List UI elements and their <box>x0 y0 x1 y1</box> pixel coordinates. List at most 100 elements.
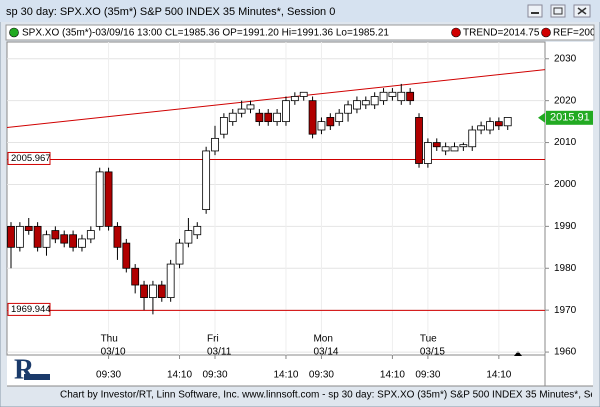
last-price-label: 2015.91 <box>550 112 590 124</box>
candle-body <box>211 137 219 152</box>
x-tick-label: 09:30 <box>415 370 440 381</box>
level-label-box <box>7 151 51 165</box>
candle-body <box>335 112 344 123</box>
candle-body <box>104 171 113 227</box>
candle-body <box>406 91 415 102</box>
candle-body <box>184 230 193 244</box>
x-tick-label: 14:10 <box>273 370 298 381</box>
last-price-box <box>546 110 593 125</box>
candle-body <box>246 104 255 110</box>
info-trend: TREND=2014.75 <box>463 28 540 39</box>
candle-body <box>237 108 246 114</box>
x-tick-label: 14:10 <box>486 370 511 381</box>
candle-body <box>7 225 15 248</box>
candle-body <box>157 284 166 298</box>
candle-body <box>486 121 494 131</box>
candle-body <box>95 171 104 227</box>
candle-body <box>388 91 397 97</box>
candle-body <box>423 142 432 164</box>
info-ref: REF=200 <box>553 28 596 39</box>
candle-body <box>308 100 317 135</box>
info-bar <box>5 24 595 41</box>
candle-body <box>397 91 406 102</box>
candle-body <box>33 225 42 248</box>
level-label-box <box>7 302 51 316</box>
x-tick-label: 09:30 <box>309 370 334 381</box>
candle-body <box>344 104 352 114</box>
candle-body <box>166 263 175 298</box>
candle-body <box>353 100 361 110</box>
info-icon <box>9 27 19 38</box>
candle-body <box>273 112 282 123</box>
candle-body <box>193 225 202 236</box>
candle-body <box>415 117 423 164</box>
day-label: Mon <box>313 334 332 345</box>
logo: R <box>14 354 50 385</box>
y-tick-label: 2010 <box>554 137 577 148</box>
candle-body <box>299 91 308 97</box>
candle-body <box>15 225 24 248</box>
candle-body <box>317 121 326 131</box>
y-tick-label: 2030 <box>554 53 577 64</box>
footer: Chart by Investor/RT, Linn Software, Inc… <box>60 390 600 401</box>
last-price-arrow <box>538 112 545 123</box>
plot-area <box>6 41 546 356</box>
day-label: Thu <box>101 334 118 345</box>
candle-body <box>69 234 77 248</box>
x-tick-label: 14:10 <box>380 370 405 381</box>
maximize-button[interactable] <box>550 4 566 18</box>
trend-line <box>7 69 545 128</box>
candle-body <box>42 234 51 248</box>
x-tick-label: 09:30 <box>96 370 121 381</box>
candle-body <box>459 144 468 148</box>
date-label: 03/15 <box>420 347 445 358</box>
candle-body <box>450 146 459 152</box>
y-tick-label: 1970 <box>554 305 577 316</box>
candle-body <box>113 225 122 248</box>
candle-body <box>140 284 148 298</box>
title-bar <box>0 0 600 22</box>
svg-text:R: R <box>14 354 35 385</box>
candle-body <box>24 225 33 231</box>
day-label: Tue <box>420 334 437 345</box>
candle-body <box>86 230 95 240</box>
ref-icon <box>541 27 551 38</box>
candle-body <box>264 112 273 123</box>
candle-body <box>228 112 237 123</box>
candle-body <box>290 96 299 102</box>
y-tick-label: 1990 <box>554 221 577 232</box>
scroll-marker <box>514 351 522 356</box>
info-quote: SPX.XO (35m*)-03/09/16 13:00 CL=1985.36 … <box>22 28 389 39</box>
window-buttons[interactable] <box>527 4 591 18</box>
candle-body <box>175 242 184 265</box>
x-tick-label: 14:10 <box>167 370 192 381</box>
y-tick-label: 1960 <box>554 347 577 358</box>
plot <box>7 42 545 355</box>
candle-body <box>255 112 264 123</box>
window-title: sp 30 day: SPX.XO (35m*) S&P 500 INDEX 3… <box>6 6 335 18</box>
footer-clip: Chart by Investor/RT, Linn Software, Inc… <box>60 390 600 401</box>
trend-icon <box>451 27 461 38</box>
candle-body <box>361 100 370 106</box>
candle-body <box>503 117 512 127</box>
candle-body <box>149 284 157 298</box>
candle-body <box>379 91 388 102</box>
candle-body <box>468 129 477 148</box>
minimize-button[interactable] <box>527 4 543 18</box>
candle-body <box>60 234 69 244</box>
date-label: 03/11 <box>207 347 232 358</box>
candle-body <box>477 125 486 131</box>
x-tick-label: 09:30 <box>202 370 227 381</box>
candle-body <box>202 150 211 211</box>
candle-body <box>370 96 379 106</box>
candle-body <box>326 117 335 127</box>
level-label: 2005.967 <box>11 153 51 164</box>
candle-body <box>131 267 140 286</box>
candle-body <box>219 117 228 135</box>
y-tick-label: 1980 <box>554 263 577 274</box>
day-label: Fri <box>207 334 219 345</box>
candle-body <box>78 238 86 248</box>
candle-body <box>441 146 450 152</box>
